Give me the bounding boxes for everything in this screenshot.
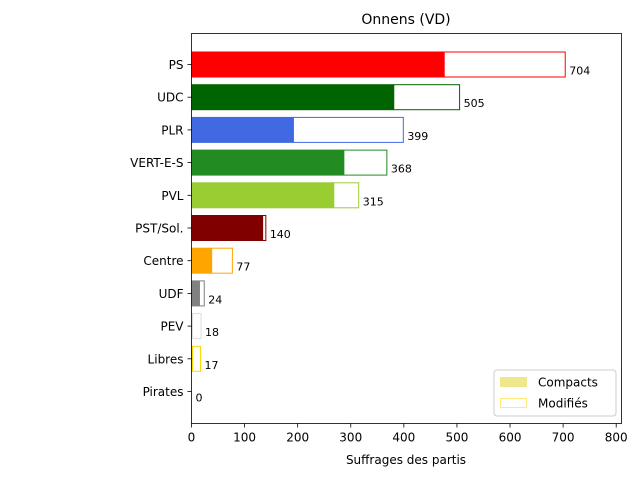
- category-label-8: PEV: [160, 320, 184, 334]
- x-tick-label-1: 100: [233, 431, 256, 445]
- bar-modifies-3: [343, 149, 388, 176]
- category-label-7: UDF: [159, 287, 184, 301]
- category-label-9: Libres: [148, 352, 184, 366]
- value-label-3: 368: [391, 163, 412, 176]
- legend-label-1: Modifiés: [538, 397, 588, 411]
- value-labels: 704 505 399 368 315 140 77 24 18 17 0: [196, 65, 591, 405]
- bar-compacts-8: [191, 313, 193, 340]
- legend: Compacts Modifiés: [493, 369, 617, 417]
- bar-compacts-1: [191, 84, 394, 111]
- chart-title: Onnens (VD): [361, 12, 450, 28]
- category-labels: PS UDC PLR VERT-E-S PVL PST/Sol. Centre UDF PEV L…: [130, 58, 192, 399]
- x-tick-label-0: 0: [188, 431, 196, 445]
- category-label-1: UDC: [157, 91, 183, 105]
- bar-modifies-2: [292, 116, 404, 143]
- x-tick-label-4: 400: [392, 431, 415, 445]
- plot-frame: [191, 33, 622, 424]
- legend-swatch-0: [500, 377, 527, 387]
- category-label-6: Centre: [143, 254, 183, 268]
- value-label-1: 505: [464, 97, 485, 110]
- bar-compacts-0: [191, 51, 445, 78]
- value-label-0: 704: [569, 65, 590, 78]
- bar-modifies-7: [198, 280, 205, 307]
- bar-compacts-9: [191, 345, 193, 372]
- value-label-2: 399: [407, 130, 428, 143]
- x-axis-label: Suffrages des partis: [346, 453, 466, 467]
- category-label-5: PST/Sol.: [135, 222, 183, 236]
- category-label-10: Pirates: [143, 385, 184, 399]
- bar-modifies-5: [262, 215, 267, 241]
- bar-compacts-4: [191, 182, 334, 209]
- bar-compacts-5: [191, 215, 263, 241]
- legend-label-0: Compacts: [538, 376, 598, 390]
- bar-modifies-0: [443, 51, 566, 78]
- category-label-4: PVL: [161, 189, 183, 203]
- value-label-6: 77: [236, 261, 250, 274]
- legend-swatch-1: [500, 398, 527, 408]
- x-tick-label-6: 600: [499, 431, 522, 445]
- x-tick-label-5: 500: [445, 431, 468, 445]
- category-label-2: PLR: [161, 123, 183, 137]
- bar-compacts-7: [191, 280, 200, 307]
- category-label-3: VERT-E-S: [130, 156, 183, 170]
- x-tick-label-3: 300: [339, 431, 362, 445]
- bar-compacts-2: [191, 116, 294, 143]
- category-label-0: PS: [169, 58, 184, 72]
- bar-modifies-8: [192, 313, 202, 340]
- value-label-5: 140: [270, 228, 291, 241]
- bar-modifies-9: [192, 345, 202, 372]
- bar-compacts-3: [191, 149, 344, 176]
- bar-modifies-4: [333, 182, 360, 209]
- value-label-7: 24: [208, 293, 222, 306]
- bar-modifies-6: [211, 247, 233, 274]
- bar-compacts-6: [191, 247, 212, 274]
- value-label-4: 315: [363, 195, 384, 208]
- value-label-8: 18: [205, 326, 219, 339]
- x-tick-label-7: 700: [552, 431, 575, 445]
- bar-modifies-1: [393, 84, 461, 111]
- value-label-9: 17: [205, 359, 219, 372]
- bars-group: [191, 51, 566, 372]
- value-label-10: 0: [196, 392, 203, 405]
- x-axis: 0 100 200 300 400 500 600 700 800: [188, 423, 628, 445]
- x-tick-label-8: 800: [605, 431, 628, 445]
- x-tick-label-2: 200: [286, 431, 309, 445]
